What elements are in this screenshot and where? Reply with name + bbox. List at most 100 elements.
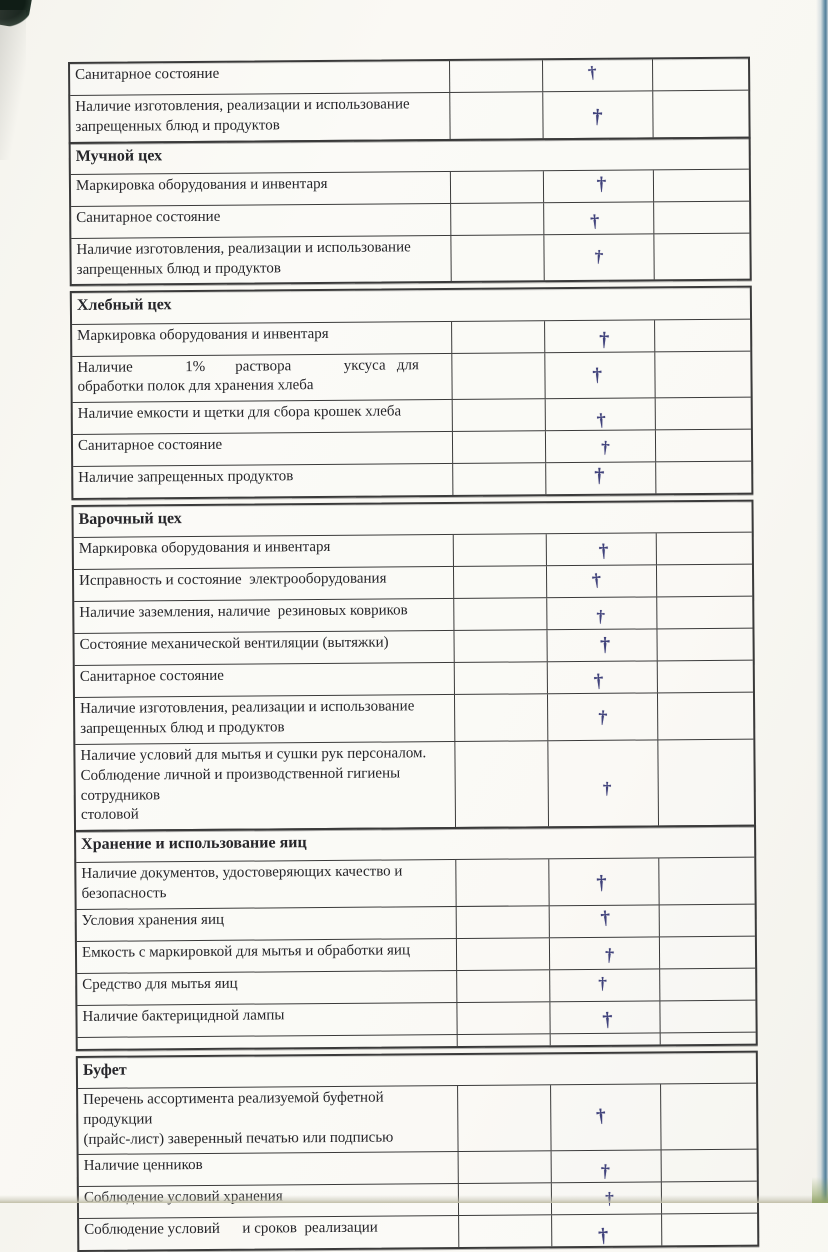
status-cell-1 [457, 1085, 551, 1152]
handwritten-check-mark: † [597, 706, 608, 728]
status-cell-3 [659, 1032, 756, 1045]
row-label: Маркировка оборудования и инвентаря [75, 175, 328, 194]
row-label-cell: Наличие ценников [79, 1152, 458, 1186]
handwritten-check-mark: † [591, 569, 603, 591]
checklist-row: Наличие запрещенных продуктов † [73, 461, 752, 498]
handwritten-check-mark: † [602, 778, 612, 798]
status-cell-2: † [546, 629, 657, 662]
status-cell-1 [451, 399, 545, 432]
status-cell-3 [651, 58, 749, 91]
status-cell-1 [451, 431, 546, 464]
handwritten-check-mark: † [600, 437, 611, 458]
status-cell-1 [456, 1002, 550, 1034]
row-label-cell: Наличие изготовления, реализации и испол… [70, 93, 449, 142]
status-cell-1 [449, 60, 543, 93]
row-label-cell: Емкость с маркировкой для мытья и обрабо… [77, 939, 456, 973]
row-label: Санитарное состояние [75, 65, 220, 83]
section-header-label: Хлебный цех [76, 296, 172, 315]
status-cell-2: † [544, 398, 655, 431]
status-cell-2: † [545, 533, 656, 566]
row-label: Условия хранения яиц [81, 911, 225, 929]
handwritten-check-mark: † [598, 973, 608, 993]
checklist-table: Санитарное состояние † Наличие изготовлени… [68, 56, 760, 1252]
status-cell-1 [449, 171, 544, 203]
row-label: Наличие изготовления, реализации и испол… [76, 239, 411, 278]
handwritten-check-mark: † [600, 633, 611, 656]
handwritten-check-mark: † [595, 1105, 607, 1128]
status-cell-1 [456, 970, 550, 1002]
status-cell-1 [453, 598, 547, 631]
checklist-section: Хранение и использование яиц Наличие доку… [74, 824, 758, 1051]
row-label: Санитарное состояние [79, 668, 225, 686]
status-cell-2: † [546, 597, 657, 630]
status-cell-2 [549, 1033, 660, 1046]
row-label-cell: Средство для мытья яиц [77, 971, 456, 1005]
handwritten-check-mark: † [601, 1008, 613, 1032]
handwritten-check-mark: † [589, 210, 600, 232]
status-cell-1 [455, 938, 550, 970]
row-label-cell: Наличие условий для мытья и сушки рук пе… [75, 742, 455, 830]
scan-corner-green-artifact [812, 1177, 828, 1203]
row-label: Наличие условий для мытья и сушки рук пе… [80, 745, 427, 824]
status-cell-2: † [546, 661, 657, 694]
row-label-cell: Маркировка оборудования и инвентаря [72, 322, 451, 356]
row-label: Наличие 1% раствора уксуса для обработки… [77, 356, 419, 396]
status-cell-3 [658, 936, 756, 969]
row-label-cell: Перечень ассортимента реализуемой буфетн… [78, 1086, 458, 1154]
status-cell-2: † [542, 170, 654, 203]
handwritten-check-mark: † [604, 944, 615, 966]
checklist-section: Варочный цех Маркировка оборудования и ин… [71, 499, 757, 833]
checklist-row: Наличие условий для мытья и сушки рук пе… [75, 739, 755, 831]
row-label-cell: Наличие емкости и щетки для сбора крошек… [73, 400, 452, 434]
checklist-row: Средство для мытья яиц † [77, 968, 756, 1006]
status-cell-3 [653, 201, 750, 234]
status-cell-3 [655, 461, 752, 494]
row-label-cell: Маркировка оборудования и инвентаря [71, 172, 450, 206]
handwritten-check-mark: † [594, 246, 605, 267]
row-label-cell: Наличие бактерицидной лампы [77, 1003, 456, 1037]
checklist-row: Емкость с маркировкой для мытья и обрабо… [76, 936, 756, 974]
status-cell-2: † [547, 740, 659, 827]
status-cell-3 [660, 1150, 757, 1182]
status-cell-1 [455, 906, 549, 938]
status-cell-2: † [546, 693, 658, 741]
row-label-cell: Исправность и состояние электрооборудова… [74, 567, 453, 601]
status-cell-2: † [550, 1150, 661, 1183]
checklist-row: Маркировка оборудования и инвентаря † [73, 532, 752, 571]
status-cell-3 [652, 169, 750, 202]
checklist-row: Наличие документов, удостоверяющих качес… [76, 857, 755, 910]
status-cell-3 [656, 596, 753, 629]
row-label-cell: Наличие изготовления, реализации и испол… [71, 236, 450, 285]
status-cell-3 [656, 628, 753, 661]
row-label-cell: Состояние механической вентиляции (вытяж… [74, 631, 453, 665]
status-cell-1 [451, 352, 545, 400]
status-cell-2: † [542, 59, 653, 92]
status-cell-3 [652, 90, 749, 138]
checklist-row: Санитарное состояние † [74, 660, 753, 699]
status-cell-1 [451, 320, 545, 353]
status-cell-1 [456, 1034, 550, 1046]
status-cell-3 [654, 319, 751, 351]
checklist-row: Наличие бактерицидной лампы † [77, 1000, 756, 1038]
handwritten-check-mark: † [598, 328, 609, 351]
status-cell-2: † [544, 351, 655, 399]
status-cell-1 [453, 630, 547, 663]
status-cell-3 [659, 1000, 756, 1033]
row-label: Санитарное состояние [76, 208, 221, 226]
status-cell-1 [450, 203, 544, 235]
status-cell-2: † [543, 234, 654, 281]
checklist-row: Исправность и состояние электрооборудова… [73, 564, 753, 603]
status-cell-2: † [548, 937, 660, 970]
handwritten-check-mark: † [591, 364, 602, 386]
handwritten-check-mark: † [593, 670, 604, 693]
status-cell-1 [450, 235, 544, 282]
row-label: Наличие документов, удостоверяющих качес… [81, 863, 403, 903]
status-cell-3 [653, 233, 750, 280]
row-label-cell: Санитарное состояние [70, 61, 449, 95]
status-cell-3 [655, 532, 752, 565]
row-label-cell: Санитарное состояние [71, 204, 450, 238]
status-cell-3 [657, 739, 755, 826]
row-label: Наличие изготовления, реализации и испол… [75, 96, 410, 135]
row-label-cell: Санитарное состояние [73, 432, 452, 466]
row-label: Маркировка оборудования и инвентаря [78, 539, 331, 558]
